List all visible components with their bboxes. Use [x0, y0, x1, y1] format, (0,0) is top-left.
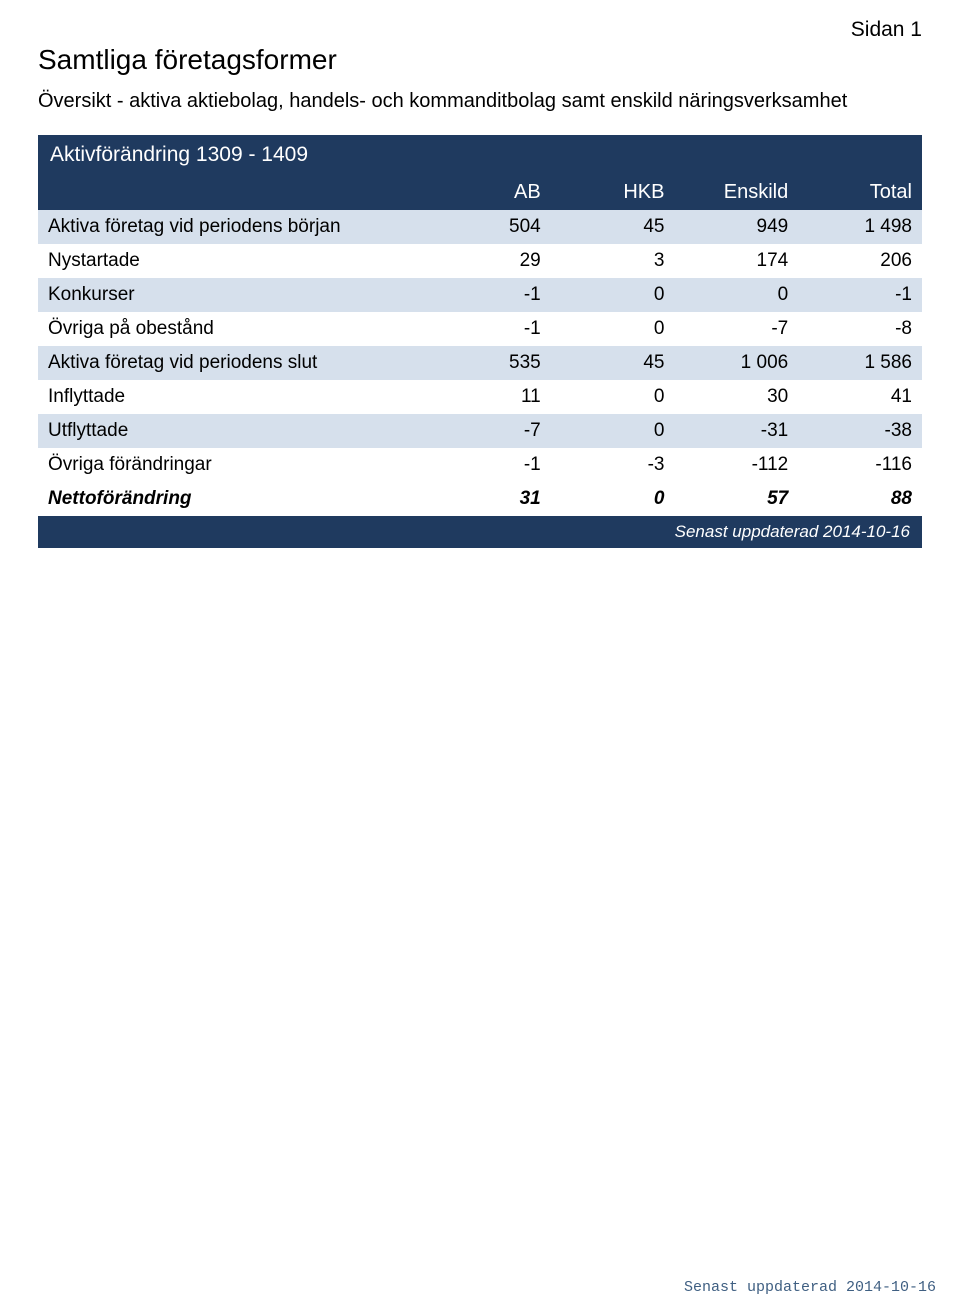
row-value: 949 — [674, 210, 798, 244]
row-value: -116 — [798, 448, 922, 482]
net-row-value: 88 — [798, 482, 922, 516]
row-value: 174 — [674, 244, 798, 278]
row-value: 41 — [798, 380, 922, 414]
row-value: 0 — [551, 312, 675, 346]
table-row: Aktiva företag vid periodens början50445… — [38, 210, 922, 244]
row-value: 29 — [427, 244, 551, 278]
row-value: -1 — [427, 278, 551, 312]
row-value: 1 006 — [674, 346, 798, 380]
page-number: Sidan 1 — [38, 18, 922, 42]
table-header-col: HKB — [551, 175, 675, 210]
net-row-value: 0 — [551, 482, 675, 516]
table-header-label — [38, 175, 427, 210]
row-value: 0 — [551, 380, 675, 414]
row-value: 30 — [674, 380, 798, 414]
row-value: 11 — [427, 380, 551, 414]
table-section-title: Aktivförändring 1309 - 1409 — [38, 135, 922, 175]
row-value: -1 — [427, 448, 551, 482]
row-value: -38 — [798, 414, 922, 448]
row-value: -31 — [674, 414, 798, 448]
row-value: 3 — [551, 244, 675, 278]
table-row: Övriga förändringar-1-3-112-116 — [38, 448, 922, 482]
row-value: -1 — [798, 278, 922, 312]
row-value: 1 498 — [798, 210, 922, 244]
row-value: -1 — [427, 312, 551, 346]
row-value: 206 — [798, 244, 922, 278]
net-row-value: 57 — [674, 482, 798, 516]
table-row: Konkurser-100-1 — [38, 278, 922, 312]
row-value: -8 — [798, 312, 922, 346]
table-row: Utflyttade-70-31-38 — [38, 414, 922, 448]
row-value: 504 — [427, 210, 551, 244]
row-label: Nystartade — [38, 244, 427, 278]
table-header-col: Total — [798, 175, 922, 210]
row-value: 1 586 — [798, 346, 922, 380]
net-row-label: Nettoförändring — [38, 482, 427, 516]
page-subtitle: Översikt - aktiva aktiebolag, handels- o… — [38, 90, 922, 113]
row-label: Inflyttade — [38, 380, 427, 414]
row-value: 0 — [674, 278, 798, 312]
report-table: Aktivförändring 1309 - 1409ABHKBEnskildT… — [38, 135, 922, 548]
row-value: -7 — [674, 312, 798, 346]
row-value: 0 — [551, 414, 675, 448]
table-row: Inflyttade1103041 — [38, 380, 922, 414]
table-row: Aktiva företag vid periodens slut535451 … — [38, 346, 922, 380]
table-footer-timestamp: Senast uppdaterad 2014-10-16 — [38, 516, 922, 548]
table-row: Övriga på obestånd-10-7-8 — [38, 312, 922, 346]
row-label: Konkurser — [38, 278, 427, 312]
table-header-col: Enskild — [674, 175, 798, 210]
page-footer-timestamp: Senast uppdaterad 2014-10-16 — [684, 1279, 936, 1296]
row-label: Aktiva företag vid periodens slut — [38, 346, 427, 380]
row-value: 0 — [551, 278, 675, 312]
net-change-row: Nettoförändring3105788 — [38, 482, 922, 516]
page-title: Samtliga företagsformer — [38, 44, 922, 76]
row-value: 45 — [551, 346, 675, 380]
row-value: -7 — [427, 414, 551, 448]
row-value: -3 — [551, 448, 675, 482]
net-row-value: 31 — [427, 482, 551, 516]
table-row: Nystartade293174206 — [38, 244, 922, 278]
row-label: Aktiva företag vid periodens början — [38, 210, 427, 244]
row-label: Övriga på obestånd — [38, 312, 427, 346]
row-value: 535 — [427, 346, 551, 380]
row-value: -112 — [674, 448, 798, 482]
table-header-col: AB — [427, 175, 551, 210]
row-label: Utflyttade — [38, 414, 427, 448]
row-value: 45 — [551, 210, 675, 244]
row-label: Övriga förändringar — [38, 448, 427, 482]
